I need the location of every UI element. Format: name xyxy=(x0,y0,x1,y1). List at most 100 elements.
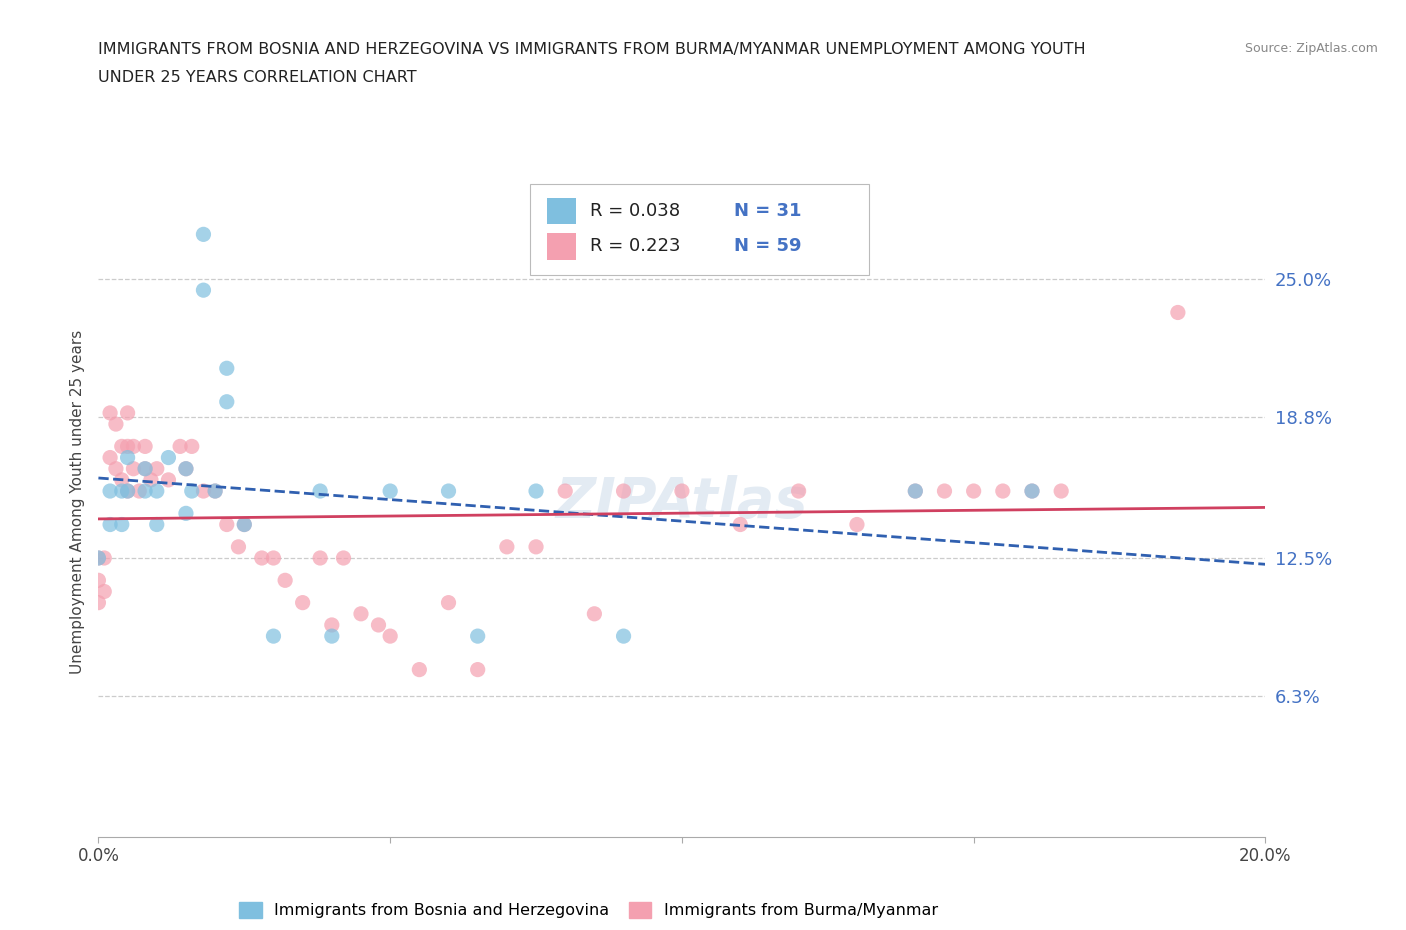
Point xyxy=(262,551,284,565)
Point xyxy=(215,361,238,376)
Point xyxy=(250,551,273,565)
Point xyxy=(228,539,250,554)
Point xyxy=(524,484,547,498)
Point xyxy=(134,461,156,476)
Point xyxy=(104,417,127,432)
Point xyxy=(128,484,150,498)
Point xyxy=(98,484,121,498)
Point xyxy=(321,629,343,644)
FancyBboxPatch shape xyxy=(530,184,869,274)
Point xyxy=(321,618,343,632)
Point xyxy=(134,461,156,476)
Point xyxy=(554,484,576,498)
Point xyxy=(193,283,215,298)
Point xyxy=(991,484,1014,498)
Text: ZIPAtlas: ZIPAtlas xyxy=(555,475,808,529)
Point xyxy=(215,517,238,532)
Text: IMMIGRANTS FROM BOSNIA AND HERZEGOVINA VS IMMIGRANTS FROM BURMA/MYANMAR UNEMPLOY: IMMIGRANTS FROM BOSNIA AND HERZEGOVINA V… xyxy=(98,42,1085,57)
Point xyxy=(233,517,256,532)
Point xyxy=(524,539,547,554)
Point xyxy=(274,573,297,588)
Point xyxy=(98,405,121,420)
Point xyxy=(1050,484,1073,498)
Point xyxy=(728,517,751,532)
Point xyxy=(934,484,956,498)
Point xyxy=(467,662,489,677)
Text: N = 31: N = 31 xyxy=(734,202,801,219)
Point xyxy=(122,439,145,454)
Point xyxy=(904,484,927,498)
Point xyxy=(193,484,215,498)
Point xyxy=(215,394,238,409)
Point xyxy=(87,551,110,565)
Point xyxy=(104,461,127,476)
Point xyxy=(612,629,634,644)
Text: R = 0.038: R = 0.038 xyxy=(589,202,681,219)
Point xyxy=(787,484,810,498)
Point xyxy=(309,484,332,498)
Point xyxy=(122,461,145,476)
Point xyxy=(146,461,169,476)
FancyBboxPatch shape xyxy=(547,197,575,224)
Point xyxy=(904,484,927,498)
Point xyxy=(174,461,197,476)
Point xyxy=(612,484,634,498)
Point xyxy=(117,450,139,465)
Point xyxy=(1021,484,1043,498)
Point xyxy=(174,506,197,521)
Text: UNDER 25 YEARS CORRELATION CHART: UNDER 25 YEARS CORRELATION CHART xyxy=(98,70,418,85)
Text: N = 59: N = 59 xyxy=(734,237,801,256)
Point xyxy=(204,484,226,498)
Point xyxy=(134,439,156,454)
Point xyxy=(87,551,110,565)
Point xyxy=(174,461,197,476)
Text: Source: ZipAtlas.com: Source: ZipAtlas.com xyxy=(1244,42,1378,55)
Point xyxy=(157,450,180,465)
Point xyxy=(467,629,489,644)
Point xyxy=(193,227,215,242)
Legend: Immigrants from Bosnia and Herzegovina, Immigrants from Burma/Myanmar: Immigrants from Bosnia and Herzegovina, … xyxy=(239,902,938,919)
Point xyxy=(437,484,460,498)
Text: R = 0.223: R = 0.223 xyxy=(589,237,681,256)
Point xyxy=(117,484,139,498)
Point xyxy=(111,439,134,454)
Point xyxy=(180,484,202,498)
Point xyxy=(146,484,169,498)
Point xyxy=(291,595,314,610)
Point xyxy=(139,472,162,487)
Point xyxy=(437,595,460,610)
Point xyxy=(378,629,402,644)
Point xyxy=(134,484,156,498)
Point xyxy=(93,584,115,599)
Point xyxy=(117,439,139,454)
Point xyxy=(583,606,606,621)
Point xyxy=(1021,484,1043,498)
Point xyxy=(117,405,139,420)
Point xyxy=(367,618,389,632)
Point xyxy=(845,517,868,532)
Point xyxy=(495,539,517,554)
Point xyxy=(111,517,134,532)
Point xyxy=(408,662,430,677)
Point xyxy=(146,517,169,532)
Point xyxy=(262,629,284,644)
Point xyxy=(1167,305,1189,320)
Point xyxy=(98,450,121,465)
Point xyxy=(204,484,226,498)
Point xyxy=(332,551,354,565)
Point xyxy=(671,484,693,498)
Point xyxy=(87,595,110,610)
Point xyxy=(111,472,134,487)
Point xyxy=(180,439,202,454)
Point xyxy=(98,517,121,532)
Point xyxy=(350,606,373,621)
Point xyxy=(87,573,110,588)
Point xyxy=(378,484,402,498)
Point xyxy=(111,484,134,498)
Point xyxy=(157,472,180,487)
Point xyxy=(93,551,115,565)
Point xyxy=(233,517,256,532)
Y-axis label: Unemployment Among Youth under 25 years: Unemployment Among Youth under 25 years xyxy=(69,330,84,674)
FancyBboxPatch shape xyxy=(547,233,575,259)
Point xyxy=(962,484,984,498)
